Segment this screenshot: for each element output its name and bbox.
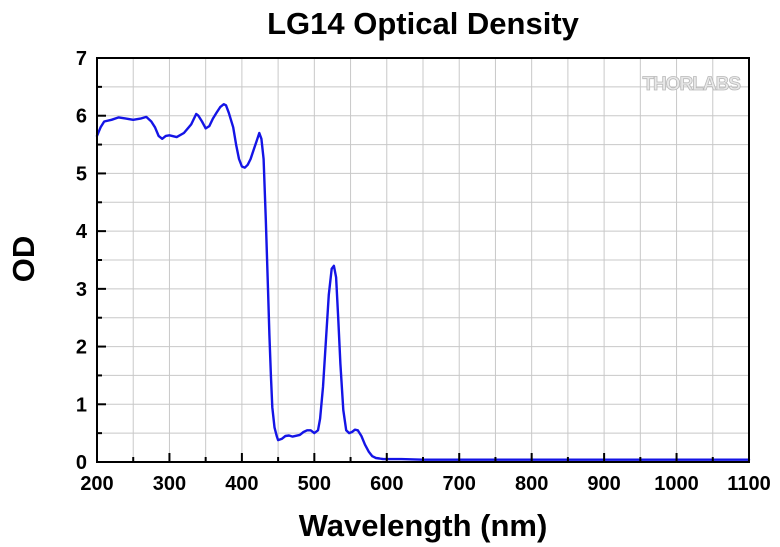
x-tick-label: 1100 xyxy=(727,473,770,495)
axis-ticks xyxy=(96,57,750,463)
x-tick-label: 500 xyxy=(298,473,331,495)
y-tick-label: 1 xyxy=(76,394,87,416)
x-tick-label: 900 xyxy=(587,473,620,495)
y-tick-label: 4 xyxy=(76,221,88,243)
x-tick-label: 800 xyxy=(515,473,548,495)
y-tick-label: 6 xyxy=(76,106,87,128)
x-tick-label: 700 xyxy=(443,473,476,495)
series-group xyxy=(95,102,751,461)
y-tick-label: 5 xyxy=(76,163,87,185)
x-tick-label: 200 xyxy=(80,473,113,495)
x-tick-label: 1000 xyxy=(654,473,699,495)
x-tick-label: 400 xyxy=(225,473,258,495)
grid-lines xyxy=(97,58,749,462)
y-tick-label: 0 xyxy=(76,452,87,474)
y-tick-labels: 0 1 2 3 4 5 6 7 xyxy=(76,48,88,474)
od-series-line xyxy=(95,102,751,461)
x-tick-label: 600 xyxy=(370,473,403,495)
y-tick-label: 2 xyxy=(76,337,87,359)
x-tick-labels: 200 300 400 500 600 700 800 900 1000 1100 xyxy=(80,473,770,495)
y-tick-label: 7 xyxy=(76,48,87,70)
y-tick-label: 3 xyxy=(76,279,87,301)
x-axis-label: Wavelength (nm) xyxy=(299,508,548,543)
x-tick-label: 300 xyxy=(153,473,186,495)
thorlabs-watermark: THORLABS xyxy=(642,74,740,95)
chart-title: LG14 Optical Density xyxy=(267,6,580,41)
y-axis-label: OD xyxy=(6,236,41,283)
